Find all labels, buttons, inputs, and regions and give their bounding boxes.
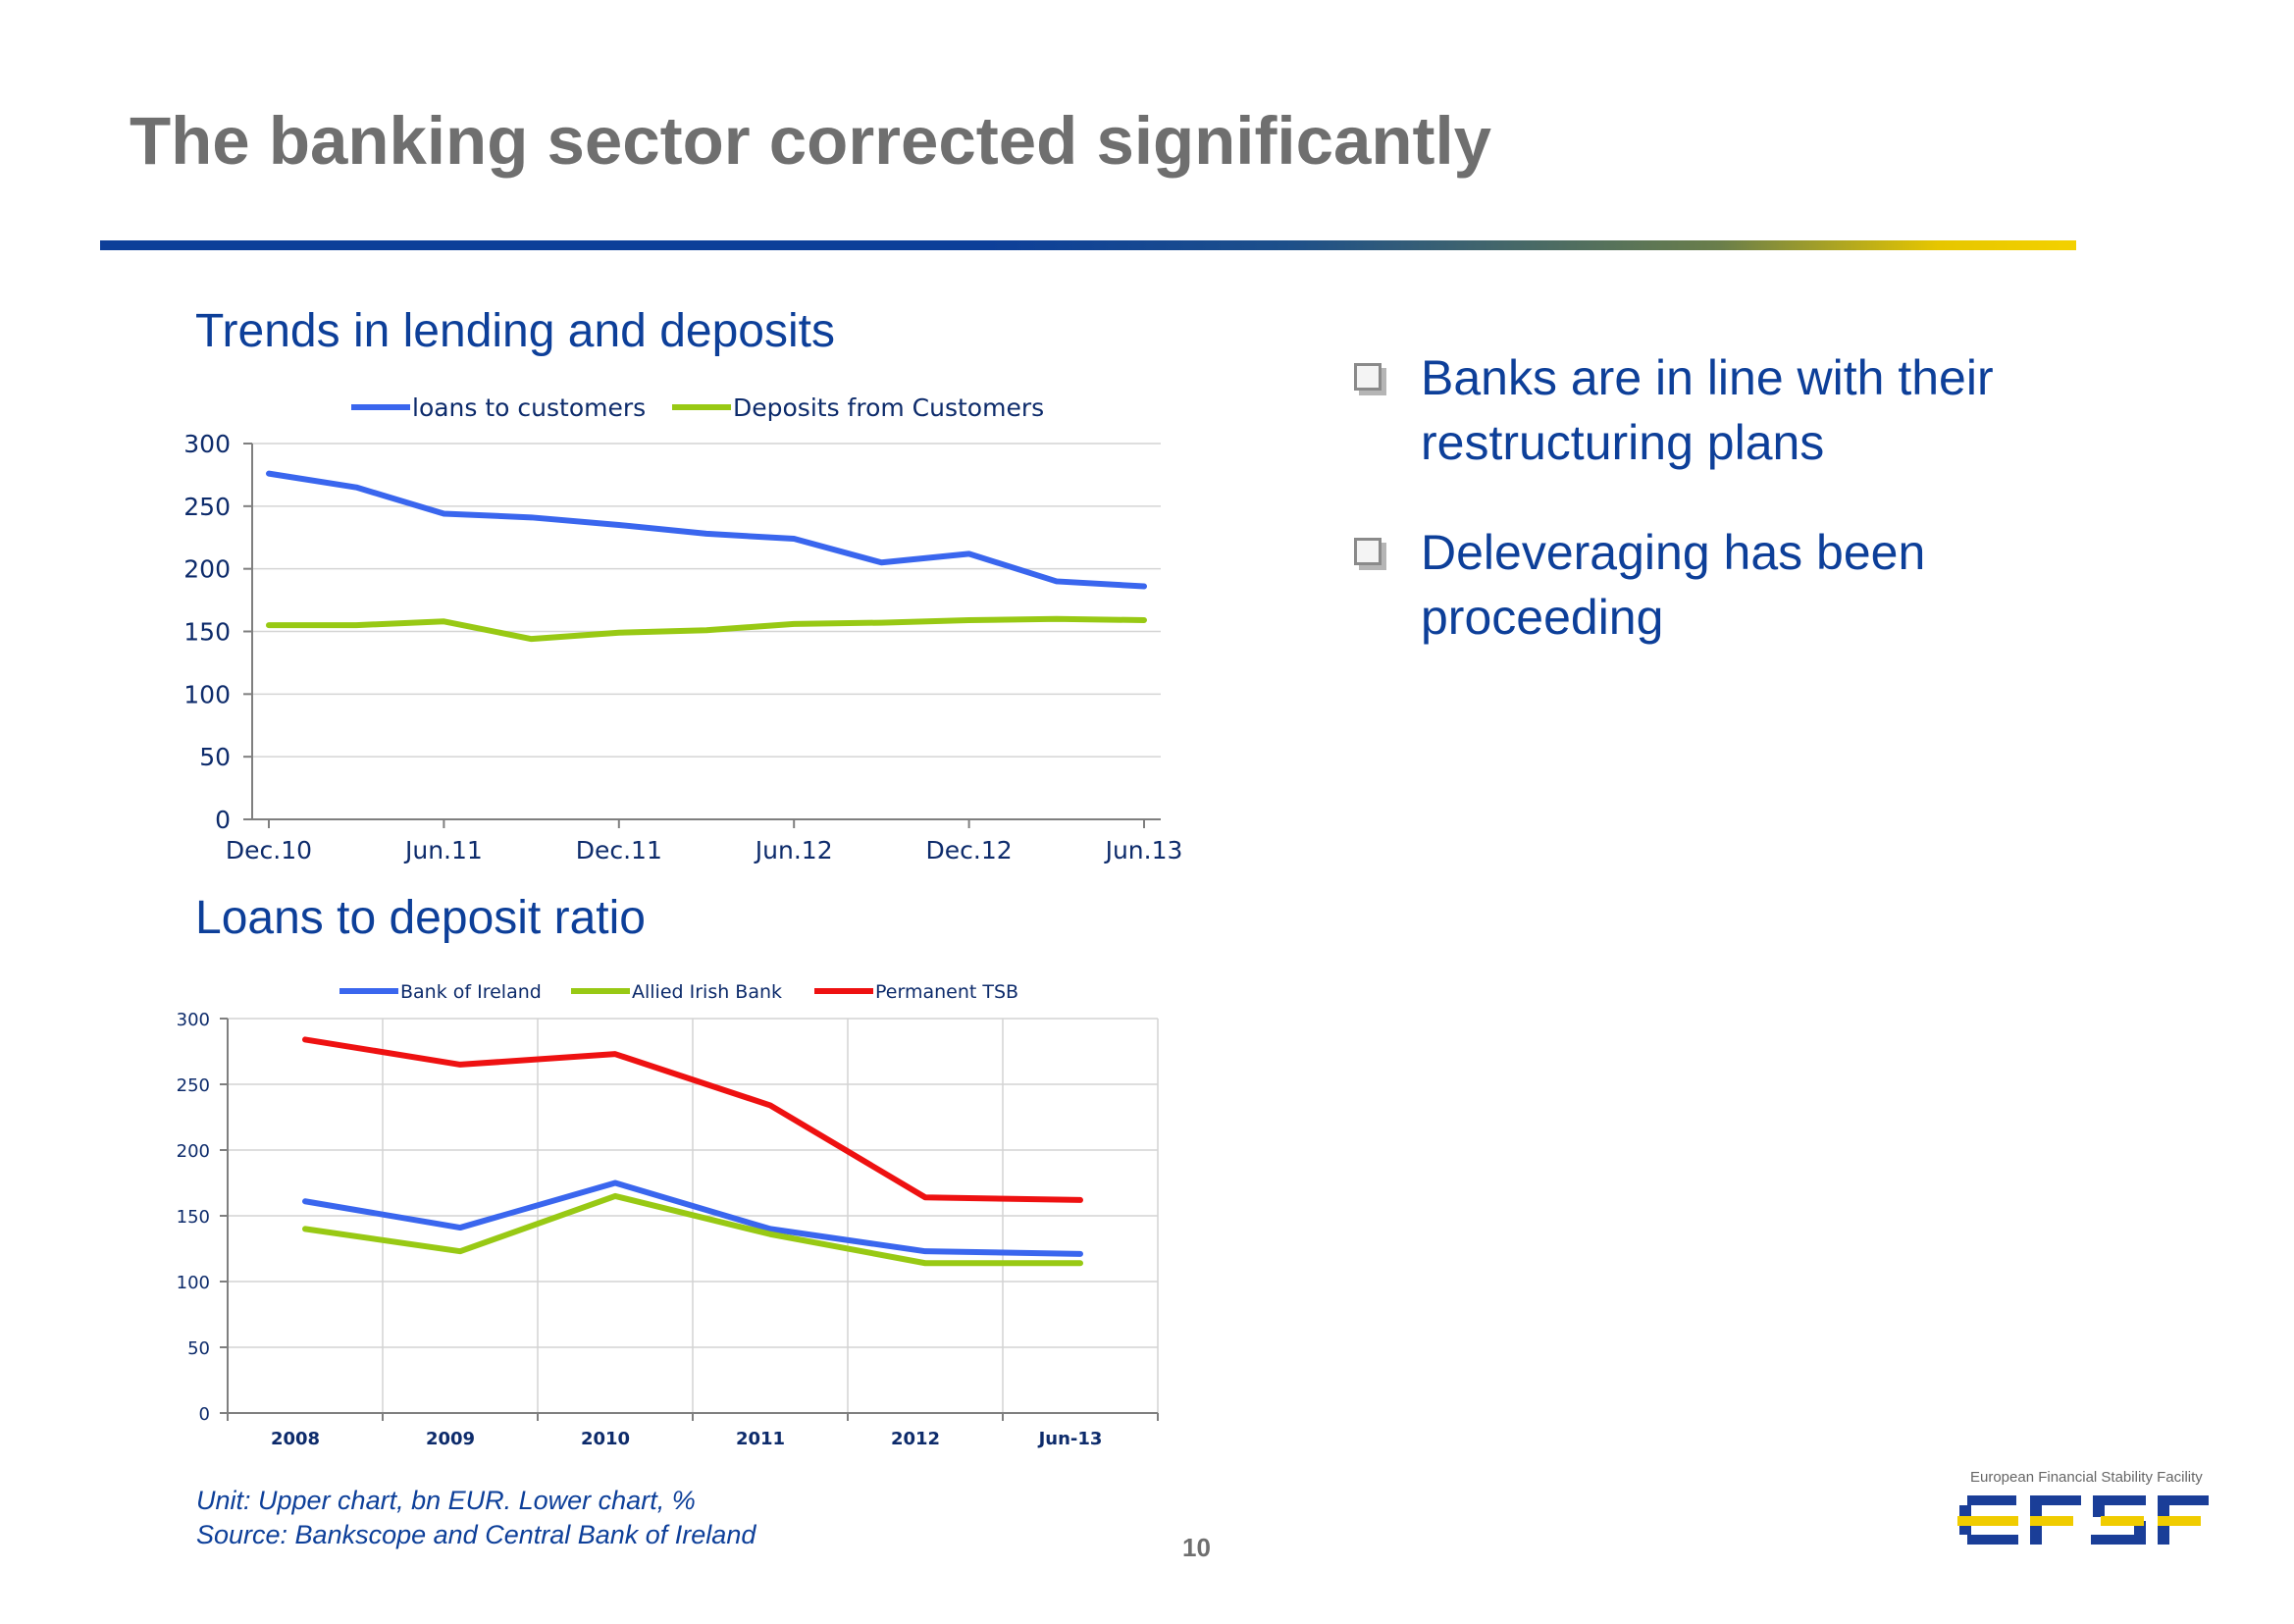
series-line <box>302 1192 1083 1267</box>
x-tick-label: Dec.11 <box>576 836 662 864</box>
x-tick-label: 2009 <box>426 1429 475 1449</box>
y-tick-label: 50 <box>187 1338 210 1359</box>
x-tick-label: Dec.12 <box>926 836 1013 864</box>
series-line <box>302 1036 1083 1203</box>
chart-title-loan-deposit-ratio: Loans to deposit ratio <box>195 892 646 944</box>
y-tick-label: 250 <box>183 493 231 521</box>
bullet-list: Banks are in line with their restructuri… <box>1344 345 2031 695</box>
y-tick-label: 100 <box>183 680 231 708</box>
x-tick-label: 2010 <box>581 1429 630 1449</box>
y-tick-label: 300 <box>183 430 231 458</box>
checkbox-bullet-icon <box>1354 363 1382 391</box>
y-tick-label: 200 <box>183 555 231 584</box>
bullet-text: Banks are in line with their restructuri… <box>1421 350 1994 470</box>
y-tick-label: 250 <box>177 1075 210 1096</box>
chart-title-lending-deposits: Trends in lending and deposits <box>195 305 835 357</box>
y-tick-label: 150 <box>177 1207 210 1228</box>
slide-title: The banking sector corrected significant… <box>130 103 1492 179</box>
bullet-item: Deleveraging has been proceeding <box>1344 520 2031 650</box>
legend-label: loans to customers <box>412 393 646 422</box>
page-number: 10 <box>1182 1533 1211 1562</box>
footnote: Unit: Upper chart, bn EUR. Lower chart, … <box>196 1484 756 1552</box>
legend-label: Deposits from Customers <box>733 393 1044 422</box>
y-tick-label: 300 <box>177 1010 210 1030</box>
x-tick-label: Jun.11 <box>403 836 483 864</box>
y-tick-label: 0 <box>199 1404 210 1425</box>
checkbox-bullet-icon <box>1354 538 1382 565</box>
x-tick-label: Jun-13 <box>1037 1429 1103 1449</box>
y-tick-label: 200 <box>177 1141 210 1162</box>
series-line <box>302 1179 1083 1257</box>
efsf-logo <box>1957 1495 2209 1545</box>
legend-label: Allied Irish Bank <box>632 981 782 1003</box>
series-line <box>266 615 1147 643</box>
logo-caption: European Financial Stability Facility <box>1970 1469 2203 1486</box>
lending-deposits-chart: 0 50 100 150 200 250 300 Dec.10 Jun.11 Dec.11 Jun.… <box>183 393 1183 864</box>
y-tick-label: 150 <box>183 618 231 647</box>
series-line <box>266 470 1147 590</box>
x-tick-label: 2011 <box>736 1429 785 1449</box>
y-tick-label: 100 <box>177 1273 210 1293</box>
footnote-unit: Unit: Upper chart, bn EUR. Lower chart, … <box>196 1486 696 1515</box>
x-tick-label: Dec.10 <box>226 836 312 864</box>
footnote-source: Source: Bankscope and Central Bank of Ir… <box>196 1520 756 1549</box>
legend-label: Bank of Ireland <box>400 981 542 1003</box>
bullet-text: Deleveraging has been proceeding <box>1421 525 1926 645</box>
x-tick-label: 2008 <box>271 1429 320 1449</box>
x-tick-label: Jun.13 <box>1104 836 1183 864</box>
x-tick-label: 2012 <box>891 1429 940 1449</box>
title-divider <box>100 240 2076 250</box>
legend-label: Permanent TSB <box>875 981 1018 1003</box>
bullet-item: Banks are in line with their restructuri… <box>1344 345 2031 475</box>
y-tick-label: 50 <box>199 743 231 771</box>
loan-deposit-ratio-chart: 0 50 100 150 200 250 300 2008 2009 2010 2011 2012 Ju… <box>177 981 1159 1449</box>
x-tick-label: Jun.12 <box>754 836 833 864</box>
y-tick-label: 0 <box>215 806 231 834</box>
